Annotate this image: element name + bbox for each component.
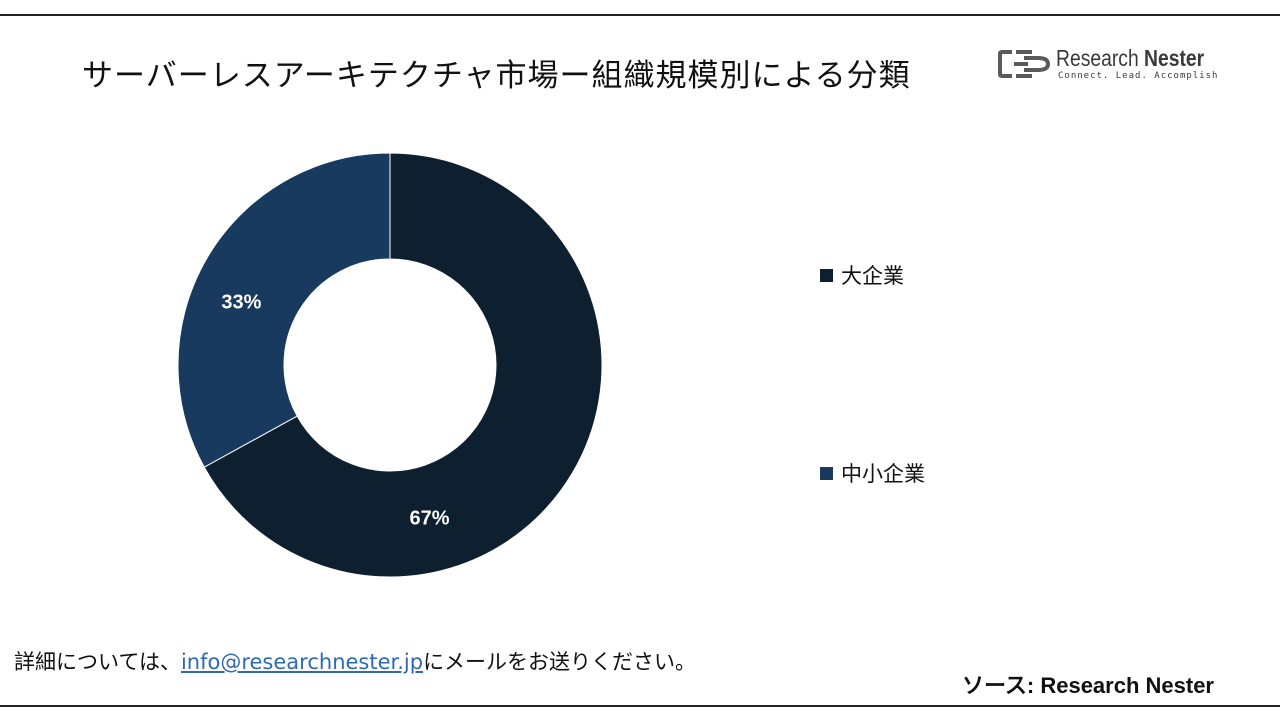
source-credit: ソース: Research Nester [962,673,1214,698]
legend-swatch-sme [820,466,833,480]
legend-label-large-enterprise: 大企業 [841,264,904,288]
donut-chart: 67% 33% [177,152,603,578]
contact-note-prefix: 詳細については、 [14,650,181,674]
legend-item-sme: 中小企業 [820,458,925,488]
legend-swatch-large-enterprise [820,268,833,282]
top-divider [0,14,1280,16]
contact-email-link[interactable]: info@researchnester.jp [180,650,424,674]
donut-slice-1 [203,152,603,578]
legend-label-sme: 中小企業 [841,462,925,486]
legend-item-large-enterprise: 大企業 [820,260,904,290]
logo-mark-icon [998,50,1051,78]
chart-title: サーバーレスアーキテクチャ市場ー組織規模別による分類 [82,58,911,94]
bottom-divider [0,705,1280,707]
logo-name-part1: Research [1056,45,1145,71]
logo-name-part2: Nester [1144,45,1205,71]
donut-label-2: 33% [221,291,261,313]
research-nester-logo: Research Nester Connect. Lead. Accomplis… [998,44,1228,88]
contact-note: 詳細については、info@researchnester.jpにメールをお送りくだ… [14,646,696,676]
donut-slice-2 [177,152,391,468]
contact-note-suffix: にメールをお送りください。 [423,650,697,674]
donut-label-1: 67% [410,507,450,529]
logo-name: Research Nester [1056,45,1204,72]
logo-tagline: Connect. Lead. Accomplish [1058,71,1219,81]
